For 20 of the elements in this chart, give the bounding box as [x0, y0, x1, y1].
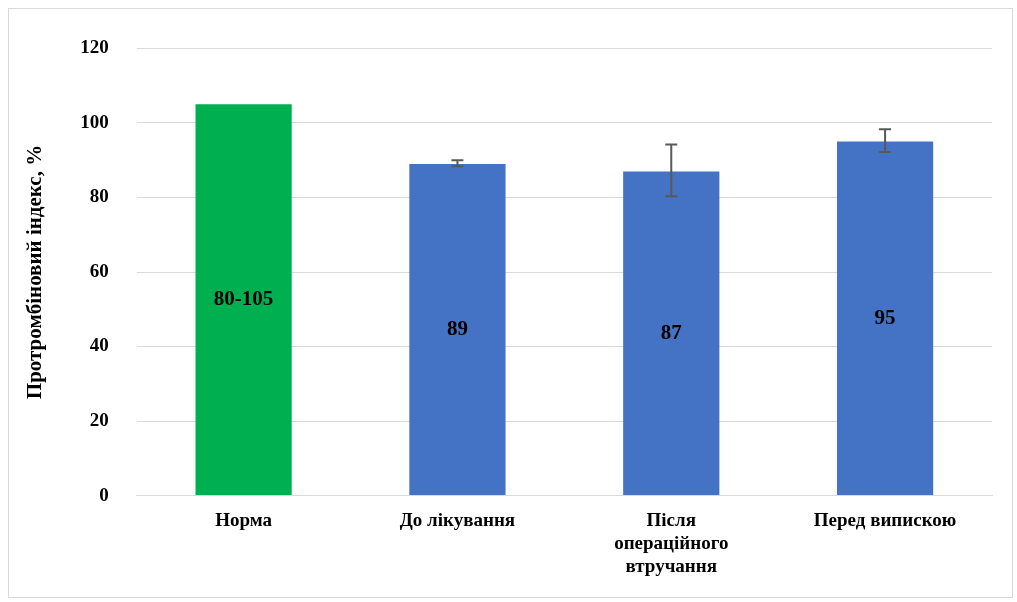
y-tick-label: 0 [99, 483, 109, 505]
y-tick-label: 80 [89, 185, 109, 207]
bar [836, 141, 934, 496]
x-tick-label: Норма [215, 508, 273, 530]
x-tick-label: Перед випискою [813, 508, 957, 530]
bar [195, 104, 292, 496]
y-tick-label: 20 [89, 408, 109, 430]
x-tick-label: Після операційного втручання [614, 508, 729, 576]
y-tick-label: 120 [80, 36, 109, 58]
y-tick-label: 100 [80, 110, 109, 132]
y-tick-label: 60 [89, 259, 109, 281]
y-tick-label: 40 [89, 334, 109, 356]
x-tick-label: До лікування [399, 508, 516, 530]
data-label: 80-105 [213, 286, 274, 311]
y-axis-title: Протромбіновий індекс, % [22, 144, 47, 400]
data-label: 87 [660, 319, 682, 344]
data-label: 95 [874, 304, 896, 329]
bar [409, 163, 506, 496]
bar [623, 171, 720, 496]
data-label: 89 [446, 315, 468, 340]
